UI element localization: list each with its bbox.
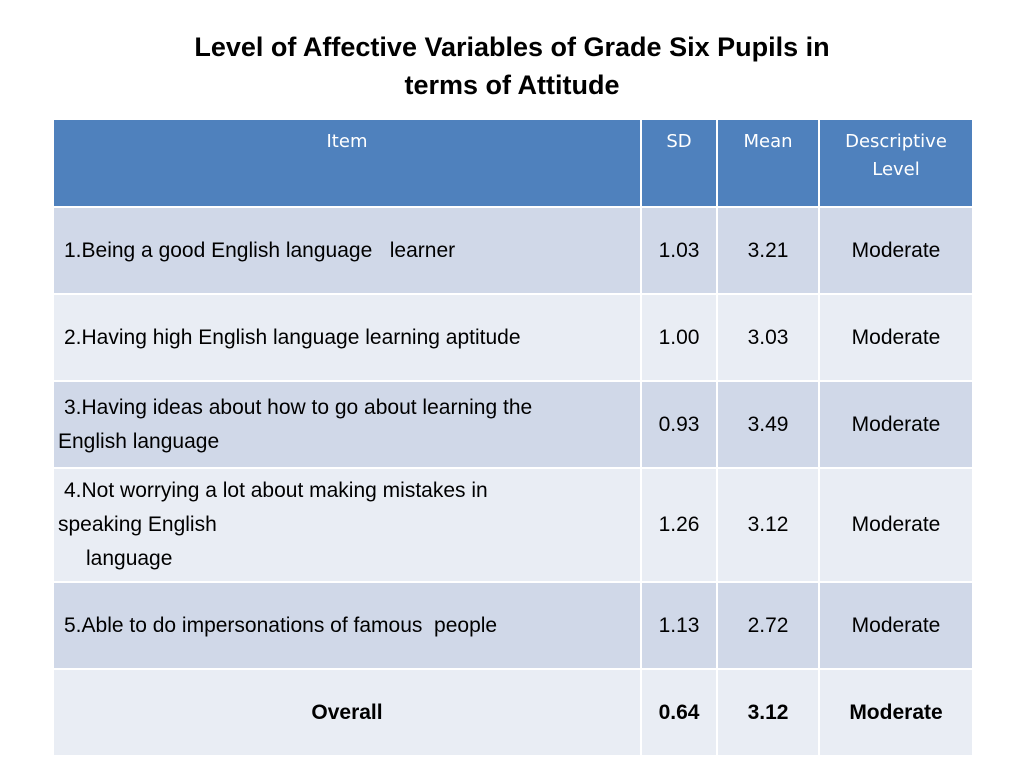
row-1-mean: 3.21 [716,206,820,295]
row-3-item: 3.Having ideas about how to go about lea… [52,380,642,469]
header-mean: Mean [716,118,820,208]
header-item: Item [52,118,642,208]
row-5-mean: 2.72 [716,581,820,670]
table-row: 2.Having high English language learning … [52,293,974,382]
title-line-2: terms of Attitude [404,70,620,100]
item-text-line-2: English language [58,429,220,453]
row-5-level: Moderate [818,581,974,670]
row-3-sd: 0.93 [640,380,718,469]
row-2-sd: 1.00 [640,293,718,382]
row-1-item: 1.Being a good English language learner [52,206,642,295]
row-3-mean: 3.49 [716,380,820,469]
attitude-table: Item SD Mean Descriptive Level 1.Being a… [52,118,974,757]
overall-row: Overall 0.64 3.12 Moderate [52,668,974,757]
header-level-line-2: Level [872,159,920,180]
row-4-sd: 1.26 [640,467,718,583]
item-text: 2.Having high English language learning … [64,325,521,349]
row-1-sd: 1.03 [640,206,718,295]
header-level-line-1: Descriptive [845,131,947,152]
item-text-line-1: 3.Having ideas about how to go about lea… [64,395,533,419]
row-3-level: Moderate [818,380,974,469]
item-text-line-3: language [86,547,173,570]
header-descriptive-level: Descriptive Level [818,118,974,208]
overall-label: Overall [52,668,642,757]
item-text: 1.Being a good English language learner [64,238,456,262]
item-text: 5.Able to do impersonations of famous pe… [64,613,498,637]
item-text-line-2: speaking English [58,513,217,536]
row-2-level: Moderate [818,293,974,382]
table-row: 4.Not worrying a lot about making mistak… [52,467,974,583]
item-text-line-1: 4.Not worrying a lot about making mistak… [64,479,488,502]
row-4-mean: 3.12 [716,467,820,583]
table-row: 1.Being a good English language learner … [52,206,974,295]
row-2-mean: 3.03 [716,293,820,382]
row-4-level: Moderate [818,467,974,583]
row-5-item: 5.Able to do impersonations of famous pe… [52,581,642,670]
overall-sd: 0.64 [640,668,718,757]
row-1-level: Moderate [818,206,974,295]
slide-title: Level of Affective Variables of Grade Si… [40,28,984,104]
title-line-1: Level of Affective Variables of Grade Si… [194,32,830,62]
table-row: 5.Able to do impersonations of famous pe… [52,581,974,670]
row-2-item: 2.Having high English language learning … [52,293,642,382]
row-5-sd: 1.13 [640,581,718,670]
table-header-row: Item SD Mean Descriptive Level [52,118,974,208]
header-sd: SD [640,118,718,208]
table-row: 3.Having ideas about how to go about lea… [52,380,974,469]
overall-mean: 3.12 [716,668,820,757]
overall-level: Moderate [818,668,974,757]
row-4-item: 4.Not worrying a lot about making mistak… [52,467,642,583]
